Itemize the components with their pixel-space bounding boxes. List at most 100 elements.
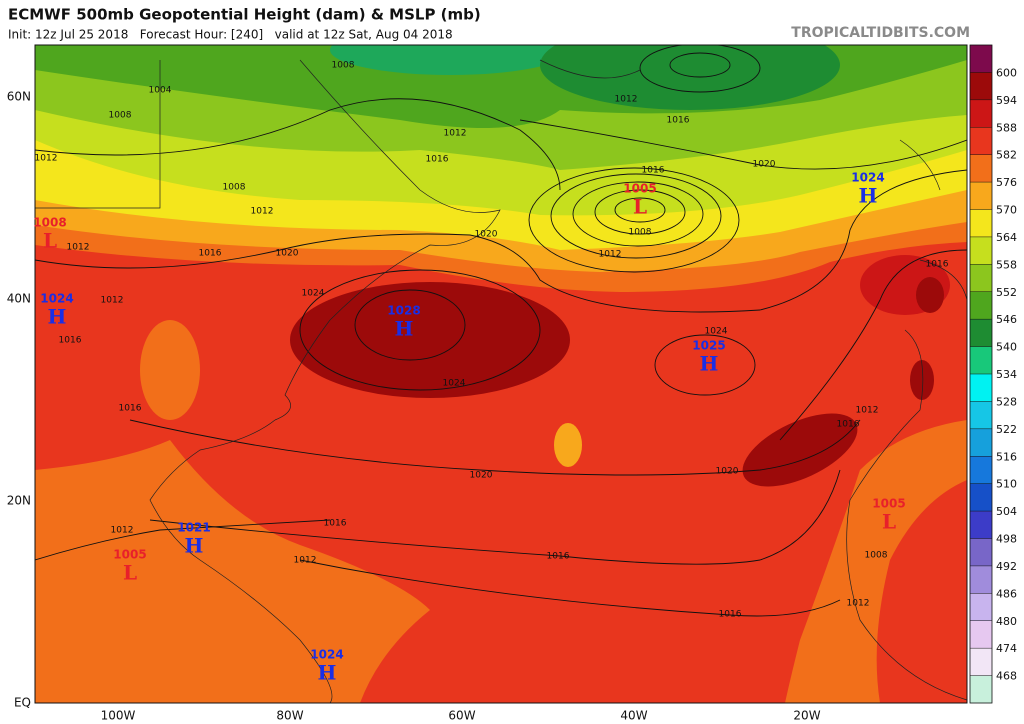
colorbar-swatch xyxy=(970,538,992,567)
isobar-label: 1012 xyxy=(847,599,870,609)
isobar-label: 1008 xyxy=(223,183,246,193)
colorbar-label: 558 xyxy=(996,258,1017,271)
lat-label: EQ xyxy=(14,696,31,710)
colorbar-swatch xyxy=(970,593,992,622)
isobar-label: 1012 xyxy=(67,243,90,253)
colorbar-label: 522 xyxy=(996,423,1017,436)
pressure-letter: L xyxy=(633,195,647,219)
pressure-letter: H xyxy=(185,534,204,558)
colorbar-swatch xyxy=(970,319,992,347)
pressure-value: 1024 xyxy=(40,292,73,306)
pressure-letter: H xyxy=(318,661,337,685)
colorbar-swatch xyxy=(970,374,992,402)
isobar-label: 1016 xyxy=(426,155,449,165)
colorbar-swatch xyxy=(970,428,992,457)
colorbar-label: 528 xyxy=(996,395,1017,408)
colorbar-swatch xyxy=(970,346,992,375)
pressure-value: 1024 xyxy=(310,648,343,662)
colorbar-label: 552 xyxy=(996,286,1017,299)
isobar-label: 1016 xyxy=(719,610,742,620)
pressure-value: 1005 xyxy=(872,497,905,511)
isobar-label: 1024 xyxy=(705,327,728,337)
colorbar-label: 564 xyxy=(996,231,1017,244)
colorbar-swatch xyxy=(970,620,992,649)
map-frame xyxy=(34,44,968,704)
isobar-label: 1016 xyxy=(59,336,82,346)
colorbar-label: 570 xyxy=(996,204,1017,217)
isobar-label: 1016 xyxy=(119,404,142,414)
colorbar-label: 516 xyxy=(996,450,1017,463)
isobar-label: 1020 xyxy=(470,471,493,481)
colorbar-label: 474 xyxy=(996,642,1017,655)
map-subtitle: Init: 12z Jul 25 2018 Forecast Hour: [24… xyxy=(8,28,453,42)
isobar-label: 1016 xyxy=(547,552,570,562)
colorbar-swatch xyxy=(970,565,992,594)
isobar-label: 1012 xyxy=(599,250,622,260)
isobar-label: 1012 xyxy=(615,95,638,105)
isobar-label: 1008 xyxy=(332,61,355,71)
isobar-label: 1024 xyxy=(302,289,325,299)
isobar-label: 1016 xyxy=(642,166,665,176)
pressure-letter: H xyxy=(48,305,67,329)
lat-label: 20N xyxy=(7,494,31,508)
isobar-label: 1008 xyxy=(109,111,132,121)
isobar-label: 1016 xyxy=(837,420,860,430)
colorbar-swatch xyxy=(970,99,992,128)
pressure-letter: H xyxy=(700,352,719,376)
colorbar-swatch xyxy=(970,45,992,73)
isobar-label: 1012 xyxy=(856,406,879,416)
colorbar-label: 492 xyxy=(996,560,1017,573)
colorbar-label: 486 xyxy=(996,587,1017,600)
isobar-label: 1004 xyxy=(149,86,172,96)
map-title: ECMWF 500mb Geopotential Height (dam) & … xyxy=(8,6,481,24)
colorbar-swatch xyxy=(970,209,992,238)
pressure-value: 1005 xyxy=(623,182,656,196)
colorbar-swatch xyxy=(970,182,992,210)
isobar-label: 1020 xyxy=(475,230,498,240)
colorbar-swatch xyxy=(970,154,992,183)
isobar-label: 1012 xyxy=(294,556,317,566)
colorbar-label: 594 xyxy=(996,94,1017,107)
colorbar-label: 468 xyxy=(996,670,1017,683)
isobar-label: 1012 xyxy=(35,154,58,164)
colorbar-swatch xyxy=(970,264,992,293)
pressure-letter: L xyxy=(123,561,137,585)
colorbar-swatch xyxy=(970,236,992,265)
isobar-label: 1008 xyxy=(865,551,888,561)
pressure-value: 1005 xyxy=(113,548,146,562)
lat-label: 40N xyxy=(7,292,31,306)
colorbar-label: 504 xyxy=(996,505,1017,518)
map-field xyxy=(35,45,967,703)
isobar-label: 1016 xyxy=(199,249,222,259)
pressure-letter: H xyxy=(859,184,878,208)
isobar-label: 1012 xyxy=(111,526,134,536)
pressure-letter: L xyxy=(43,229,57,253)
colorbar-swatch xyxy=(970,291,992,320)
colorbar-label: 480 xyxy=(996,615,1017,628)
colorbar-label: 510 xyxy=(996,478,1017,491)
isobar-label: 1016 xyxy=(926,260,949,270)
isobar-label: 1020 xyxy=(716,467,739,477)
isobar-label: 1012 xyxy=(251,207,274,217)
colorbar-swatch xyxy=(970,511,992,539)
pressure-value: 1021 xyxy=(177,521,210,535)
isobar-label: 1016 xyxy=(324,519,347,529)
colorbar-swatch xyxy=(970,72,992,101)
colorbar-label: 546 xyxy=(996,313,1017,326)
pressure-value: 1008 xyxy=(33,216,66,230)
pressure-letter: L xyxy=(882,510,896,534)
lat-label: 60N xyxy=(7,90,31,104)
colorbar-label: 534 xyxy=(996,368,1017,381)
isobar-label: 1016 xyxy=(667,116,690,126)
pressure-letter: H xyxy=(395,317,414,341)
colorbar-label: 588 xyxy=(996,121,1017,134)
isobar-label: 1020 xyxy=(753,160,776,170)
isobar-label: 1012 xyxy=(444,129,467,139)
isobar-label: 1020 xyxy=(276,249,299,259)
isobar-label: 1008 xyxy=(629,228,652,238)
colorbar-label: 498 xyxy=(996,533,1017,546)
colorbar-swatch xyxy=(970,127,992,155)
lon-label: 40W xyxy=(620,709,647,723)
isobar-label: 1012 xyxy=(101,296,124,306)
lon-label: 100W xyxy=(101,709,136,723)
